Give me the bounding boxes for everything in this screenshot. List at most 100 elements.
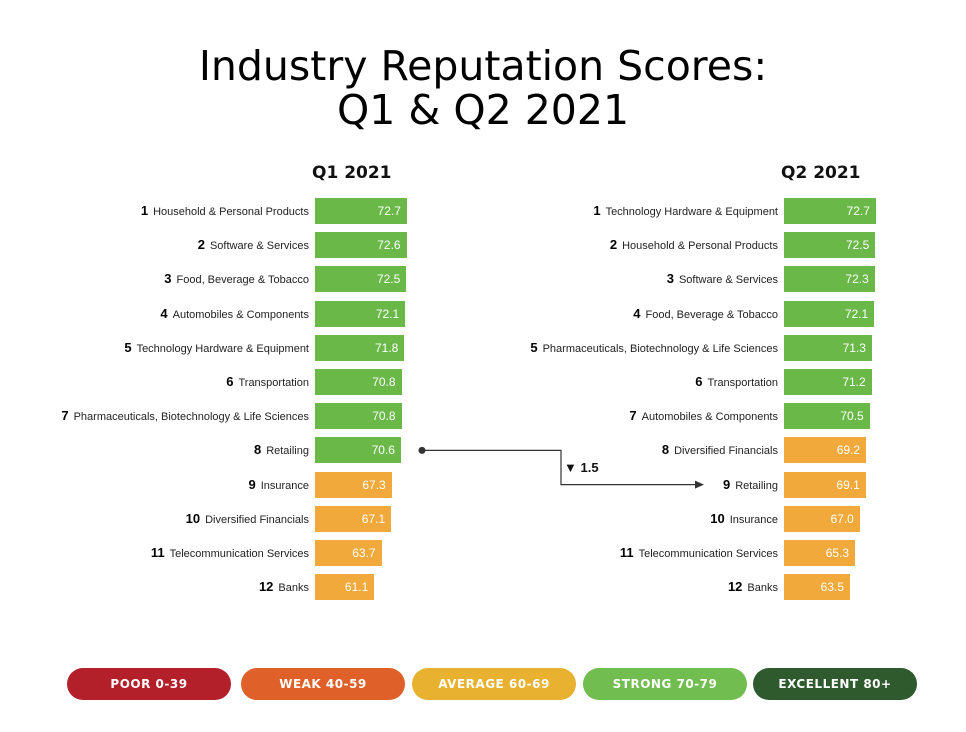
rank-number: 3	[164, 271, 172, 287]
score-bar: 69.2	[784, 437, 867, 464]
industry-name: Pharmaceuticals, Biotechnology & Life Sc…	[73, 411, 309, 424]
row-label: 10 Insurance	[710, 506, 778, 532]
rank-number: 4	[633, 305, 641, 321]
industry-name: Insurance	[260, 479, 309, 492]
connector-start-dot	[418, 446, 426, 454]
score-bar: 72.1	[784, 300, 875, 327]
rank-number: 8	[661, 442, 670, 458]
score-bar: 71.8	[315, 334, 405, 361]
row-label: 3 Food, Beverage & Tobacco	[164, 266, 309, 292]
retailing-change-label: ▼ 1.5	[564, 460, 599, 475]
rank-number: 8	[253, 442, 262, 458]
industry-name: Pharmaceuticals, Biotechnology & Life Sc…	[542, 342, 778, 355]
legend-item: POOR 0-39	[67, 668, 231, 700]
industry-name: Food, Beverage & Tobacco	[645, 308, 779, 321]
rank-number: 11	[619, 545, 634, 560]
legend-item: EXCELLENT 80+	[753, 668, 917, 700]
rank-number: 5	[530, 339, 538, 355]
row-label: 10 Diversified Financials	[186, 506, 309, 532]
industry-name: Household & Personal Products	[153, 206, 309, 218]
legend-item: AVERAGE 60-69	[412, 668, 576, 700]
row-label: 7 Pharmaceuticals, Biotechnology & Life S…	[61, 403, 309, 429]
industry-name: Technology Hardware & Equipment	[136, 342, 309, 355]
rank-number: 2	[197, 237, 205, 253]
connector-line	[422, 449, 696, 486]
score-bar: 72.6	[315, 232, 407, 259]
industry-name: Diversified Financials	[674, 445, 778, 458]
row-label: 3 Software & Services	[667, 266, 778, 292]
industry-name: Software & Services	[209, 240, 309, 253]
row-label: 7 Automobiles & Components	[629, 403, 778, 429]
row-label: 6 Transportation	[695, 369, 778, 395]
q1-column-header: Q1 2021	[312, 163, 392, 183]
rank-number: 10	[710, 510, 725, 526]
row-label: 9 Retailing	[723, 472, 778, 498]
score-bar: 72.5	[315, 266, 407, 293]
rank-number: 10	[185, 510, 201, 526]
row-label: 4 Food, Beverage & Tobacco	[633, 301, 778, 327]
score-bar: 72.7	[784, 198, 876, 224]
industry-name: Telecommunication Services	[638, 548, 778, 560]
legend-item: WEAK 40-59	[241, 668, 405, 700]
rank-number: 1	[593, 203, 601, 218]
industry-name: Software & Services	[678, 274, 778, 287]
score-bar: 71.2	[784, 369, 872, 395]
industry-name: Technology Hardware & Equipment	[605, 206, 778, 218]
row-label: 8 Retailing	[254, 437, 309, 463]
row-label: 1 Technology Hardware & Equipment	[593, 198, 778, 224]
row-label: 11 Telecommunication Services	[620, 540, 778, 566]
rank-number: 4	[160, 305, 168, 321]
score-bar: 70.8	[315, 369, 402, 395]
chart-title: Industry Reputation Scores:	[198, 42, 768, 90]
score-bar: 67.3	[315, 471, 392, 498]
row-label: 2 Household & Personal Products	[610, 232, 778, 258]
row-label: 2 Software & Services	[198, 232, 309, 258]
score-bar: 63.5	[784, 574, 851, 601]
score-bar: 67.1	[315, 505, 392, 532]
industry-name: Transportation	[707, 377, 778, 389]
score-bar: 65.3	[784, 540, 856, 566]
industry-name: Banks	[278, 582, 309, 595]
rank-number: 3	[666, 271, 674, 287]
industry-name: Banks	[747, 582, 778, 595]
row-label: 5 Technology Hardware & Equipment	[124, 335, 309, 361]
rank-number: 9	[248, 476, 256, 492]
industry-name: Food, Beverage & Tobacco	[176, 274, 310, 287]
score-bar: 71.3	[784, 334, 872, 361]
row-label: 12 Banks	[259, 574, 309, 600]
industry-name: Automobiles & Components	[641, 411, 778, 424]
score-bar: 61.1	[315, 574, 375, 601]
industry-name: Transportation	[238, 377, 309, 389]
row-label: 8 Diversified Financials	[662, 437, 778, 463]
industry-name: Diversified Financials	[205, 513, 309, 526]
rank-number: 5	[124, 339, 132, 355]
rank-number: 6	[695, 374, 703, 389]
industry-name: Retailing	[266, 445, 309, 458]
rank-number: 11	[150, 545, 165, 560]
score-bar: 72.3	[784, 266, 875, 293]
chart-subtitle: Q1 & Q2 2021	[336, 86, 630, 134]
rank-number: 12	[258, 579, 274, 595]
industry-name: Automobiles & Components	[172, 308, 309, 321]
row-label: 6 Transportation	[226, 369, 309, 395]
connector-arrowhead	[695, 480, 704, 489]
q2-column-header: Q2 2021	[781, 163, 861, 183]
rank-number: 7	[61, 408, 69, 424]
industry-name: Insurance	[729, 513, 778, 526]
score-bar: 70.8	[315, 403, 402, 430]
score-bar: 70.5	[784, 403, 870, 430]
rank-number: 1	[140, 203, 149, 218]
rank-number: 9	[722, 476, 731, 492]
score-bar: 67.0	[784, 505, 860, 532]
row-label: 5 Pharmaceuticals, Biotechnology & Life S…	[530, 335, 778, 361]
row-label: 11 Telecommunication Services	[151, 540, 309, 566]
score-bar: 72.7	[315, 198, 407, 224]
rank-number: 6	[226, 374, 234, 389]
rank-number: 7	[629, 408, 637, 424]
score-bar: 70.6	[315, 437, 401, 464]
row-label: 12 Banks	[728, 574, 778, 600]
score-bar: 69.1	[784, 471, 866, 498]
industry-name: Retailing	[735, 479, 778, 492]
score-bar: 72.5	[784, 232, 876, 259]
score-bar: 72.1	[315, 300, 406, 327]
